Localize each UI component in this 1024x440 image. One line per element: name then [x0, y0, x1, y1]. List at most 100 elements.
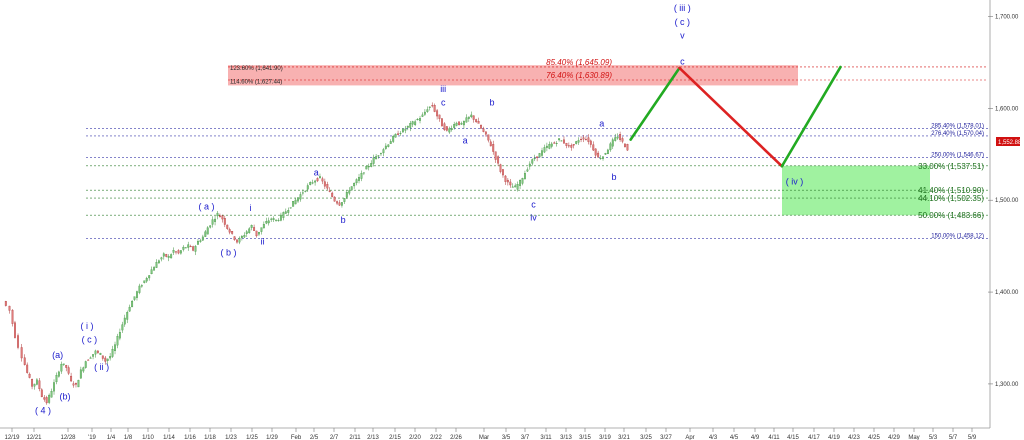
- candle-body: [458, 121, 461, 125]
- candle-body: [367, 165, 370, 168]
- candle-body: [433, 105, 436, 112]
- candle-body: [79, 369, 82, 379]
- x-tick-label: 4/25: [868, 435, 880, 440]
- x-tick-label: 2/7: [330, 435, 339, 440]
- candle-body: [511, 186, 514, 188]
- candle-body: [228, 229, 231, 233]
- wave-label: b: [611, 172, 616, 182]
- fib-extension-zone: [228, 65, 798, 86]
- candle-body: [309, 182, 312, 185]
- candle-body: [580, 138, 583, 140]
- x-tick-label: 3/7: [521, 435, 530, 440]
- candle-body: [165, 254, 168, 257]
- projection-line: [629, 66, 681, 141]
- projection-layer: [629, 65, 842, 168]
- candle-body: [35, 379, 38, 385]
- candle-body: [116, 336, 119, 346]
- wave-label: c: [531, 200, 536, 210]
- levels-layer: 85.40% (1,645.09) 76.40% (1,630.89) 285.40…: [86, 58, 988, 240]
- candle-body: [99, 352, 102, 355]
- fib-level-label: 44.10% (1,502.35): [918, 194, 984, 203]
- candle-body: [255, 230, 258, 237]
- fib-level-label: 150.00% (1,458.12): [931, 234, 984, 240]
- candle-body: [431, 105, 434, 107]
- fib-level-label: 76.40% (1,630.89): [546, 71, 612, 80]
- candle-body: [624, 143, 626, 148]
- wave-label: (b): [60, 392, 71, 402]
- candle-body: [492, 144, 495, 152]
- projection-line: [780, 65, 842, 168]
- candle-body: [240, 236, 243, 238]
- candle-body: [370, 163, 373, 167]
- candle-body: [323, 181, 326, 187]
- candle-body: [470, 114, 473, 118]
- candle-body: [20, 347, 23, 359]
- candle-body: [33, 383, 36, 387]
- candle-body: [331, 192, 334, 197]
- candle-body: [194, 246, 197, 252]
- candle-body: [233, 236, 236, 240]
- candle-body: [397, 133, 400, 135]
- candle-body: [75, 383, 77, 385]
- candle-body: [375, 156, 378, 160]
- candle-body: [175, 251, 177, 253]
- candle-body: [358, 177, 360, 181]
- x-tick-label: 5/9: [968, 435, 977, 440]
- candle-body: [243, 234, 246, 238]
- candle-body: [489, 141, 492, 147]
- wave-label: iv: [530, 212, 537, 222]
- candle-body: [48, 394, 51, 403]
- candle-body: [348, 190, 351, 194]
- candle-body: [226, 224, 229, 229]
- wave-label: ( c ): [675, 17, 691, 27]
- x-tick-label: 4/5: [730, 435, 739, 440]
- wave-label: b: [489, 98, 494, 108]
- candle-body: [262, 224, 265, 229]
- candle-body: [453, 124, 456, 128]
- x-tick-label: 4/17: [808, 435, 820, 440]
- candle-body: [267, 220, 270, 224]
- x-tick-label: May: [908, 435, 919, 440]
- candle-body: [541, 150, 543, 156]
- x-tick-label: 5/7: [949, 435, 958, 440]
- x-tick-label: 1/18: [204, 435, 216, 440]
- candle-body: [382, 149, 385, 154]
- wave-label: ( a ): [199, 201, 215, 211]
- candle-body: [421, 114, 424, 117]
- candle-body: [438, 114, 441, 119]
- price-tag-label: 1,552.88: [998, 140, 1022, 146]
- candle-body: [50, 391, 53, 398]
- y-tick-label: 1,500.00: [995, 198, 1019, 204]
- candle-body: [136, 291, 138, 298]
- candle-body: [570, 145, 573, 148]
- candle-body: [602, 156, 604, 159]
- x-tick-label: 1/14: [163, 435, 175, 440]
- candle-body: [411, 121, 414, 125]
- candle-body: [253, 227, 256, 231]
- candle-body: [114, 344, 116, 352]
- candle-body: [133, 296, 136, 300]
- candle-body: [216, 212, 219, 217]
- candle-body: [340, 202, 343, 206]
- zone-label-top: 123.60% (1,641.90): [230, 66, 283, 72]
- candle-body: [301, 192, 304, 194]
- candle-body: [426, 109, 429, 112]
- candle-body: [177, 250, 180, 254]
- candle-body: [616, 136, 619, 139]
- fib-level-label: 285.40% (1,578.01): [931, 124, 984, 130]
- candle-body: [53, 382, 55, 392]
- candle-body: [419, 118, 421, 121]
- candle-body: [423, 111, 426, 115]
- candle-body: [284, 211, 287, 214]
- candle-body: [111, 348, 114, 357]
- candle-body: [140, 285, 143, 287]
- candle-body: [72, 383, 75, 386]
- candle-body: [582, 137, 585, 140]
- candle-body: [209, 225, 212, 228]
- candle-body: [621, 138, 624, 142]
- x-tick-label: 2/13: [367, 435, 379, 440]
- wave-label: i: [249, 203, 251, 213]
- candle-body: [543, 147, 546, 153]
- candle-body: [338, 202, 341, 206]
- candle-body: [94, 350, 97, 355]
